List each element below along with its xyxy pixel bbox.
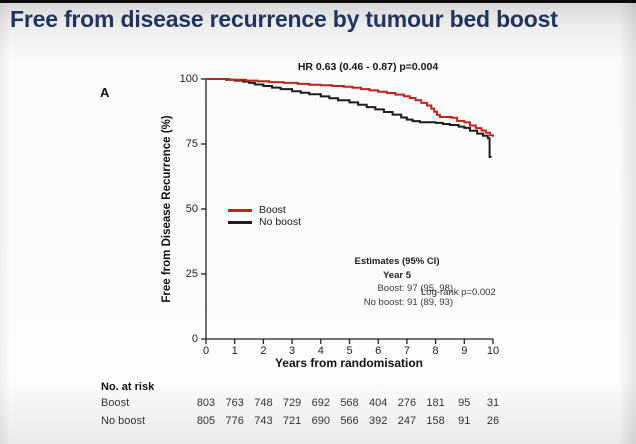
hazard-ratio-annotation: HR 0.63 (0.46 - 0.87) p=0.004 — [297, 61, 439, 73]
risk-count-cell: 803 — [196, 397, 216, 409]
risk-count-cell: 690 — [311, 415, 330, 427]
risk-count-cell: 776 — [225, 415, 244, 427]
risk-count-cell: 158 — [426, 415, 445, 427]
top-video-bar — [0, 0, 636, 3]
risk-count-cell: 692 — [311, 397, 330, 409]
boost-line-swatch — [228, 209, 252, 212]
risk-count-cell: 276 — [397, 397, 417, 409]
estimates-year: Year 5 — [383, 269, 411, 281]
risk-count-cell: 91 — [458, 415, 471, 427]
risk-count-cell: 404 — [369, 397, 388, 409]
risk-count-cell: 748 — [254, 397, 273, 409]
risk-count-cell: 26 — [486, 415, 500, 427]
risk-count-cell: 729 — [282, 397, 302, 409]
panel-label-a: A — [100, 85, 110, 100]
y-tick-label: 50 — [185, 202, 198, 215]
x-axis-title: Years from randomisation — [274, 356, 424, 370]
x-tick-label: 7 — [403, 345, 410, 357]
risk-table-row-no-boost: No boost 805 776 743 721 690 566 392 247 158 91 26 — [0, 415, 636, 428]
legend-label-no-boost: No boost — [259, 216, 302, 228]
slide-title: Free from disease recurrence by tumour b… — [10, 6, 558, 32]
x-tick-label: 9 — [461, 345, 468, 357]
estimates-annotation-block: Estimates (95% CI) Year 5 Boost: 97 (95,… — [341, 256, 453, 310]
estimates-title: Estimates (95% CI) — [354, 256, 440, 267]
x-tick-label: 0 — [202, 345, 210, 357]
no-boost-line-swatch — [228, 221, 252, 224]
logrank-annotation: Log-rank p=0.002 — [421, 287, 496, 298]
x-tick-label: 8 — [432, 345, 439, 357]
km-curve-boost — [206, 78, 494, 137]
km-curve-no-boost — [206, 78, 492, 158]
risk-count-cell: 566 — [340, 415, 359, 427]
y-tick-label: 75 — [185, 137, 198, 150]
risk-count-cell: 805 — [196, 415, 216, 427]
risk-count-cell: 31 — [486, 397, 500, 409]
risk-count-cell: 743 — [254, 415, 273, 427]
risk-count-cell: 95 — [458, 397, 471, 409]
y-tick-label: 25 — [185, 267, 198, 280]
x-tick-label: 1 — [231, 345, 238, 357]
risk-count-cell: 247 — [397, 415, 417, 427]
risk-row-label-no-boost: No boost — [101, 415, 146, 427]
x-tick-label: 5 — [346, 345, 353, 357]
risk-row-label-boost: Boost — [101, 397, 130, 409]
risk-table-row-boost: Boost 803 763 748 729 692 568 404 276 181 95 31 — [0, 397, 636, 410]
estimates-boost-value: Boost: 97 (95, 98) — [377, 283, 453, 294]
x-tick-label: 6 — [375, 345, 382, 357]
x-tick-label: 10 — [486, 345, 500, 357]
risk-count-cell: 721 — [282, 415, 302, 427]
y-tick-label: 0 — [191, 332, 198, 345]
y-tick-label: 100 — [179, 72, 198, 85]
x-tick-label: 3 — [289, 345, 296, 357]
x-tick-label: 2 — [260, 345, 267, 357]
risk-count-cell: 763 — [225, 397, 244, 409]
risk-count-cell: 568 — [340, 397, 359, 409]
risk-count-cell: 181 — [426, 397, 445, 409]
x-tick-label: 4 — [317, 345, 324, 357]
risk-count-cell: 392 — [369, 415, 388, 427]
legend-label-boost: Boost — [259, 204, 286, 216]
estimates-no-boost-value: No boost: 91 (89, 93) — [363, 296, 453, 308]
risk-table-title: No. at risk — [101, 381, 155, 393]
